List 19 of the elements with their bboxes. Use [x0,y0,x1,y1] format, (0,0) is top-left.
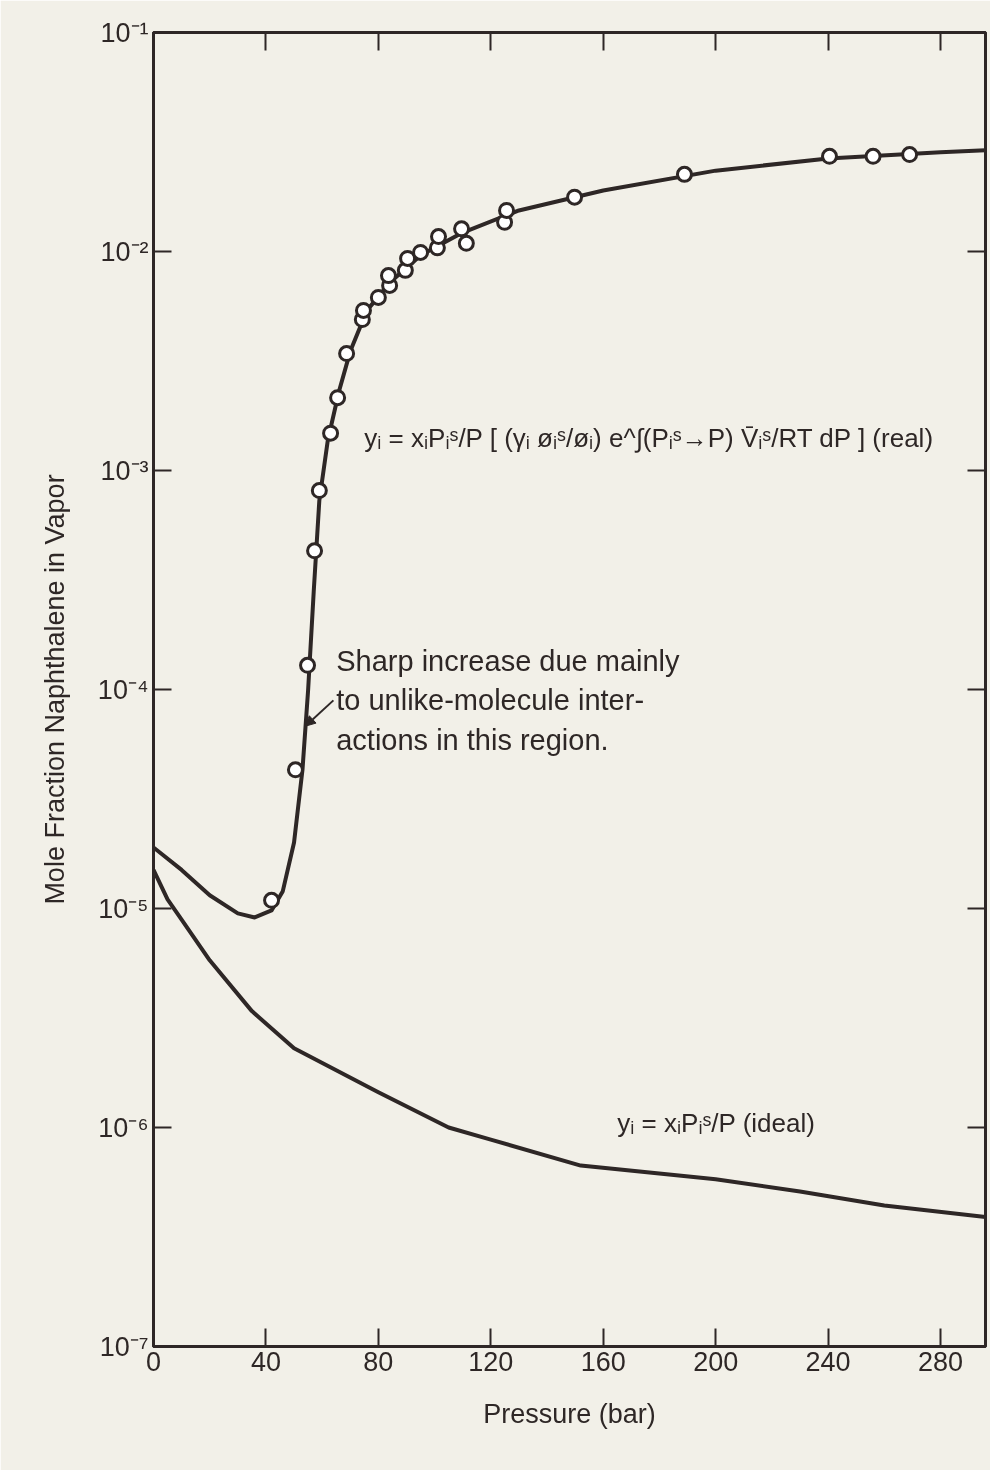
x-tick-label: 240 [805,1346,851,1377]
x-axis-title: Pressure (bar) [483,1398,656,1429]
y-tick-label: 10⁻³ [100,455,149,486]
x-tick-label: 280 [918,1346,964,1377]
x-tick-label: 200 [693,1346,739,1377]
x-tick-label: 40 [250,1346,281,1377]
y-axis-title: Mole Fraction Naphthalene in Vapor [39,474,70,905]
annotation: yᵢ = xᵢPᵢˢ/P [ (γᵢ øᵢˢ/øᵢ) e^∫(Pᵢˢ→P) V̄ᵢˢ/RT dP ] (real) [364,423,934,454]
y-tick-label: 10⁻⁴ [97,674,149,705]
x-tick-label: 0 [145,1346,162,1377]
y-tick-label: 10⁻¹ [100,17,149,48]
annotation: yᵢ = xᵢPᵢˢ/P (ideal) [617,1107,815,1138]
y-tick-label: 10⁻⁵ [98,893,149,924]
annotation: Sharp increase due mainly to unlike-molecule inter- actions in this region. [336,644,681,756]
x-tick-label: 160 [580,1346,626,1377]
x-tick-label: 80 [363,1346,394,1377]
y-tick-label: 10⁻² [100,236,149,267]
x-tick-label: 120 [468,1346,514,1377]
y-tick-label: 10⁻⁶ [98,1112,149,1143]
